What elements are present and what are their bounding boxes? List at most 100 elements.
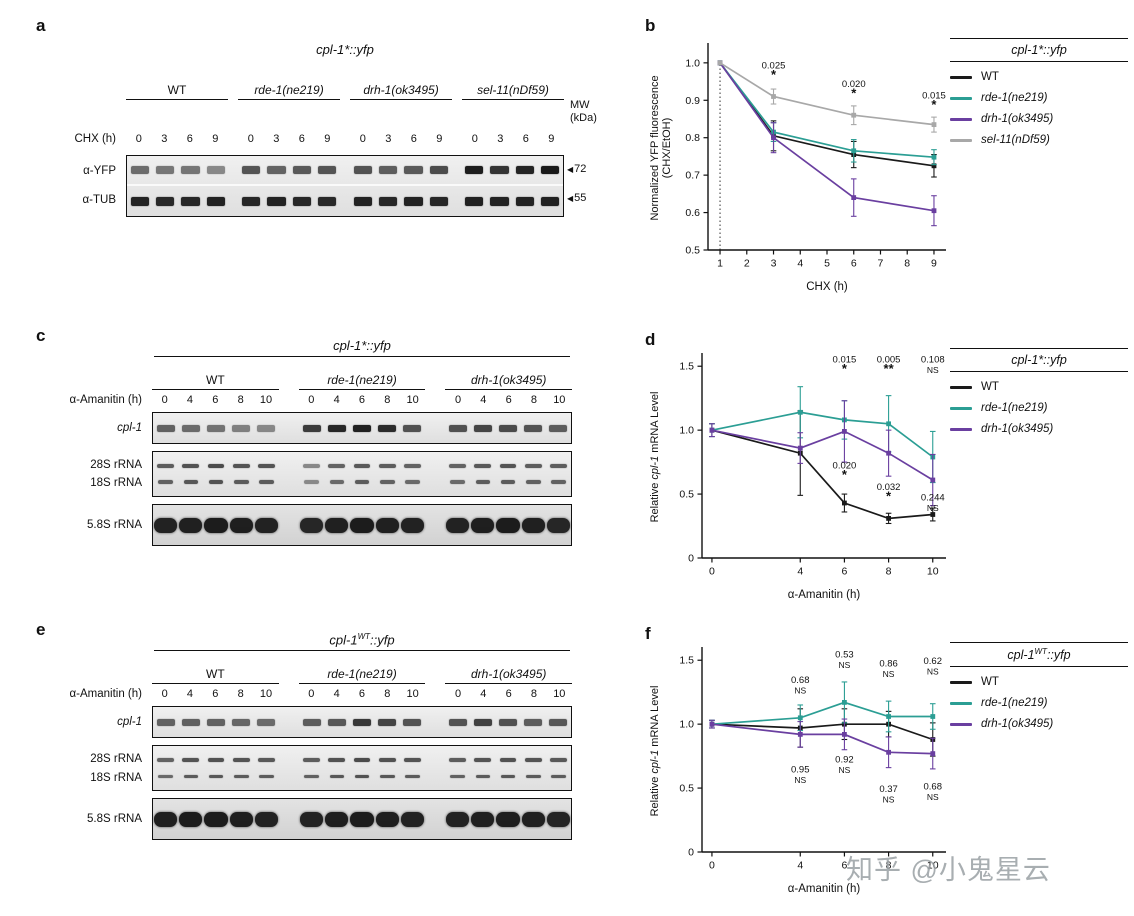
gel-band (352, 424, 372, 432)
gel-lane-group (299, 799, 425, 839)
svg-text:1: 1 (717, 258, 723, 270)
gel-lane (289, 156, 314, 184)
gel-lane (324, 707, 349, 737)
legend-label: drh-1(ok3495) (981, 113, 1054, 125)
gel-lane (375, 186, 400, 216)
gel-lane (229, 413, 254, 443)
lane-timepoint: 0 (308, 394, 315, 406)
gel-band (206, 424, 226, 432)
data-point (886, 450, 891, 456)
gel-band (352, 718, 372, 726)
gel-band (550, 758, 567, 763)
data-point (931, 122, 937, 127)
gel-lane (299, 505, 324, 545)
gel-lane (470, 707, 495, 737)
gel-lane (239, 186, 264, 216)
y-axis-label: Relative cpl-1 mRNA Level (649, 686, 661, 817)
legend-title: cpl-1WT::yfp (950, 642, 1128, 668)
significance-annotation: NS (839, 765, 851, 775)
gel-lane (350, 186, 375, 216)
gel-band (496, 517, 520, 533)
chart-b-svg: 0.5 0.6 0.7 0.8 0.9 1.0 1 2 3 4 5 6 7 8 9 CHX (h) Normal… (649, 43, 946, 293)
gel-lane (546, 746, 571, 790)
gel-lane (426, 186, 451, 216)
gel-lane (203, 186, 228, 216)
svg-text:8: 8 (886, 860, 892, 872)
lane-timepoint: 10 (406, 688, 419, 701)
gel-lane (153, 799, 178, 839)
legend-entry: drh-1(ok3495) (950, 423, 1128, 435)
blot-row: cpl-1*::yfp (34, 42, 630, 57)
gel-band (353, 758, 371, 763)
gel-band (257, 424, 276, 432)
gel-lane (470, 452, 495, 496)
gel-band (329, 480, 345, 484)
gel-band (229, 517, 253, 533)
panel-f-label: f (645, 624, 651, 643)
significance-annotation: * (931, 97, 937, 112)
svg-text:3: 3 (771, 258, 777, 270)
data-point (797, 409, 803, 415)
data-point (842, 429, 847, 434)
gel-band (429, 196, 448, 206)
data-point (842, 732, 847, 737)
lane-timepoint: 6 (410, 133, 417, 145)
series-line (719, 62, 935, 212)
gel-lane-group (299, 746, 425, 790)
gel-lane-group (445, 505, 571, 545)
lane-timepoint: 6 (358, 394, 366, 406)
gel-band (318, 196, 337, 206)
significance-annotation: NS (794, 686, 806, 696)
blot-row-label: cpl-1 (117, 716, 142, 729)
gel-band (473, 424, 492, 432)
gel-band (546, 517, 570, 533)
gel-band (300, 517, 324, 533)
gel-band (378, 758, 396, 763)
panel-d-line-chart: 0 0.5 1.0 1.5 0 4 6 8 10 α-Amanitin (h) Relative c… (644, 334, 960, 611)
gel-band (350, 811, 374, 827)
gel-lane-group (462, 186, 564, 216)
data-point (717, 60, 723, 66)
gel-band (242, 166, 261, 174)
gel-band (183, 480, 199, 484)
gel-band (403, 718, 422, 726)
significance-annotation: NS (794, 775, 806, 785)
gel-lane (178, 505, 203, 545)
legend-entry: drh-1(ok3495) (950, 718, 1128, 730)
gel-lane (239, 156, 264, 184)
gel-lane (400, 707, 425, 737)
lane-timepoint: 8 (530, 688, 538, 701)
gel-lane (299, 799, 324, 839)
gel-lane (203, 413, 228, 443)
gel-lane (470, 505, 495, 545)
gel-band (204, 517, 228, 533)
gel-lane (254, 413, 279, 443)
legend-entry: drh-1(ok3495) (950, 113, 1128, 125)
gel-band (500, 480, 516, 484)
gel-band (499, 464, 517, 469)
gel-band (405, 774, 420, 779)
gel-band (229, 811, 253, 827)
lane-timepoint: 4 (186, 688, 194, 701)
svg-text:1.0: 1.0 (679, 719, 694, 731)
gel-lane-group (445, 746, 571, 790)
blot-group-name: drh-1(ok3495) (445, 667, 573, 685)
gel-lane (178, 156, 203, 184)
gel-band (182, 464, 200, 469)
lane-timepoint: 0 (308, 688, 315, 701)
gel-lane-group (153, 452, 279, 496)
gel-band (206, 718, 226, 726)
data-point (886, 714, 891, 719)
svg-text:0.9: 0.9 (685, 95, 700, 107)
gel-lane (538, 156, 563, 184)
gel-band (524, 424, 543, 432)
svg-text:0.7: 0.7 (685, 170, 700, 182)
blot-row: α-YFP α-TUB ◀ 72 ◀ 55 (34, 155, 630, 217)
gel-lane (512, 156, 537, 184)
gel-band (450, 480, 465, 484)
mw-arrow-icon: ◀ (567, 193, 574, 203)
panel-b-legend: cpl-1*::yfp WT rde-1(ne219) drh-1(ok3495) se… (950, 38, 1128, 146)
gel-lane (445, 799, 470, 839)
legend-color-swatch (950, 701, 972, 705)
gel-lane (546, 505, 571, 545)
